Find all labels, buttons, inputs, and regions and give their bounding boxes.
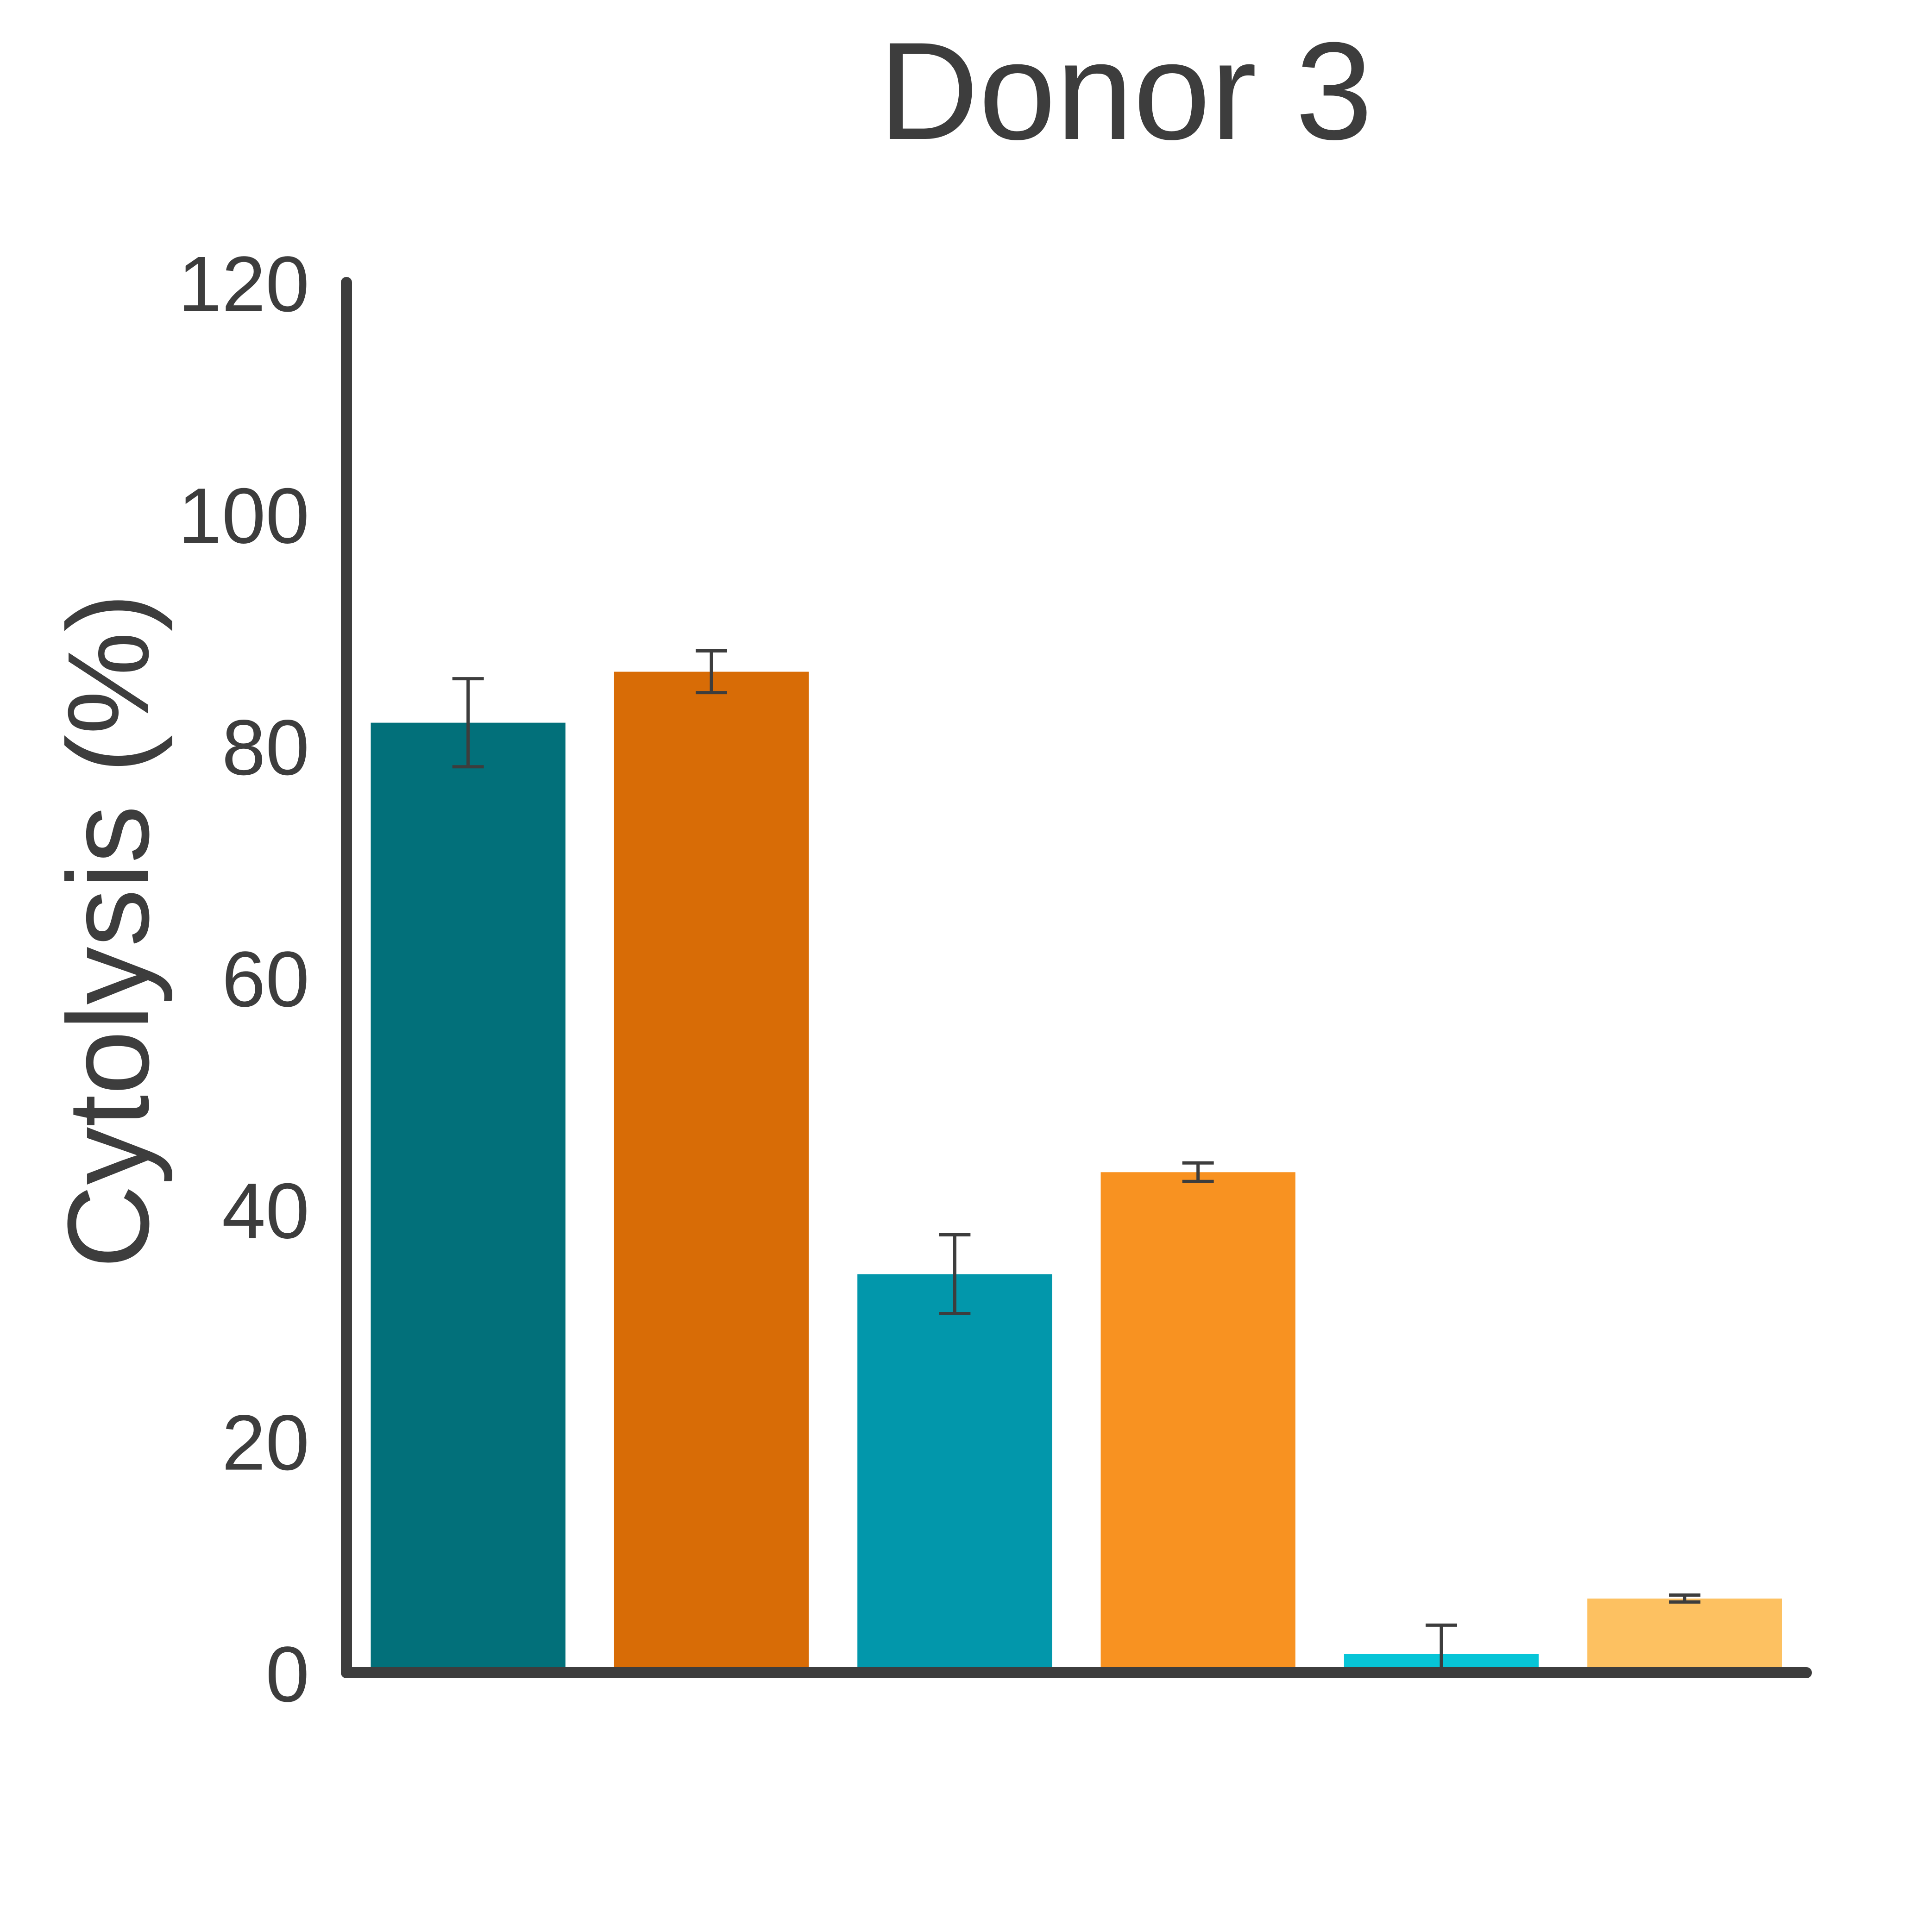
y-tick-label-20: 20 [222,1399,309,1487]
y-tick-labels: 0 20 40 60 80 100 120 [178,240,309,1719]
y-tick-label-40: 40 [222,1167,309,1255]
bar-2 [614,671,809,1673]
bar-3 [857,1274,1052,1673]
y-tick-label-80: 80 [222,704,309,792]
bar-1 [371,722,566,1673]
bars-layer [371,671,1782,1673]
y-tick-label-100: 100 [178,472,309,560]
y-tick-label-120: 120 [178,240,309,328]
y-tick-label-0: 0 [265,1631,309,1719]
bar-6 [1587,1598,1782,1673]
bar-4 [1100,1172,1295,1673]
axes [341,277,1812,1678]
y-tick-label-60: 60 [222,935,309,1023]
error-bars-layer [452,649,1701,1673]
chart-title: Donor 3 [878,13,1372,169]
y-axis-label: Cytolysis (%) [44,593,173,1268]
